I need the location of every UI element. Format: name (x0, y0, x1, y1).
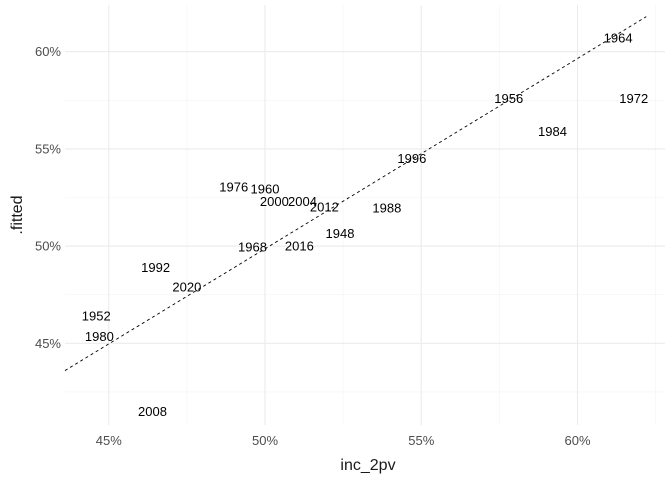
x-tick-label: 45% (96, 433, 122, 448)
point-label-2016: 2016 (285, 239, 314, 254)
x-tick-label: 50% (252, 433, 278, 448)
fit-line-layer (64, 16, 647, 371)
y-tick-label: 50% (35, 239, 61, 254)
grid-lines (65, 5, 665, 425)
point-label-1956: 1956 (494, 91, 523, 106)
point-label-1960: 1960 (251, 181, 280, 196)
y-axis-ticks: 45% 50% 55% 60% (35, 44, 61, 351)
y-tick-label: 60% (35, 44, 61, 59)
point-labels: 1948 1952 1956 1960 1964 1968 1972 1976 1980 1984… (82, 31, 648, 419)
point-label-1968: 1968 (238, 240, 267, 255)
y-tick-label: 55% (35, 141, 61, 156)
x-axis-ticks: 45% 50% 55% 60% (96, 433, 591, 448)
point-label-2008: 2008 (138, 404, 167, 419)
x-tick-label: 60% (564, 433, 590, 448)
y-tick-label: 45% (35, 336, 61, 351)
point-label-1972: 1972 (619, 91, 648, 106)
x-tick-label: 55% (408, 433, 434, 448)
point-label-1984: 1984 (538, 124, 567, 139)
fitted-dashed-line (64, 16, 647, 371)
point-label-2004: 2004 (288, 194, 317, 209)
point-label-2020: 2020 (172, 279, 201, 294)
point-label-1948: 1948 (326, 226, 355, 241)
point-label-1976: 1976 (219, 179, 248, 194)
point-label-1952: 1952 (82, 309, 111, 324)
point-label-2012: 2012 (310, 200, 339, 215)
point-label-2000: 2000 (260, 194, 289, 209)
point-label-1992: 1992 (141, 260, 170, 275)
x-axis-title: inc_2pv (340, 457, 395, 474)
point-label-1996: 1996 (397, 151, 426, 166)
y-axis-title: .fitted (9, 195, 26, 234)
point-label-1964: 1964 (604, 31, 633, 46)
point-label-1980: 1980 (85, 329, 114, 344)
point-label-1988: 1988 (372, 201, 401, 216)
